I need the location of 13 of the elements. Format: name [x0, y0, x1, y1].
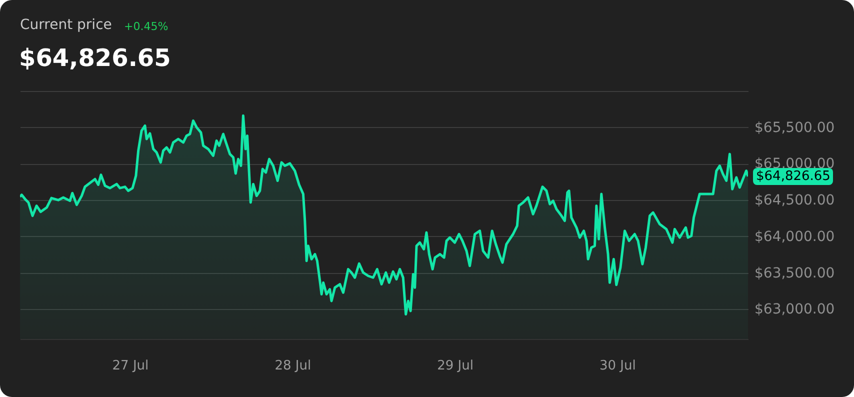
- text: +0.45%: [124, 20, 168, 33]
- x-tick-label: 27 Jul: [112, 358, 149, 374]
- x-tick-label: 28 Jul: [274, 358, 312, 374]
- y-tick-label: $64,000.00: [754, 228, 835, 245]
- y-tick-label: $65,500.00: [754, 120, 835, 136]
- chart-title: Current price: [20, 17, 112, 33]
- y-tick-label: $63,500.00: [754, 265, 835, 282]
- annotation: $64,826.65: [753, 168, 834, 185]
- y-tick-label: $63,000.00: [754, 302, 835, 318]
- x-tick-label: 30 Jul: [599, 358, 636, 374]
- y-tick-label: $64,500.00: [754, 192, 835, 209]
- chart-subtitle: $64,826.65: [19, 44, 171, 72]
- x-tick-label: 29 Jul: [437, 358, 474, 374]
